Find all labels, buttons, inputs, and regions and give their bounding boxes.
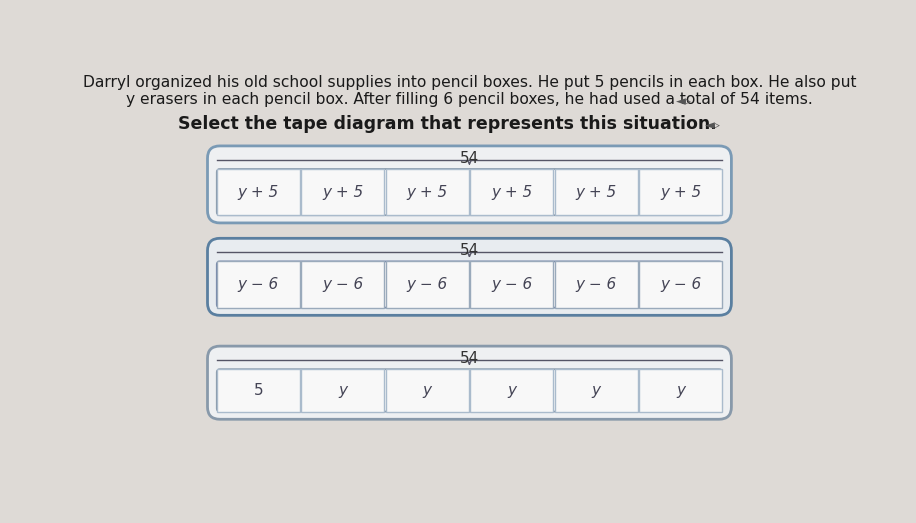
- Text: y erasers in each pencil box. After filling 6 pencil boxes, he had used a total : y erasers in each pencil box. After fill…: [126, 92, 812, 107]
- Text: 54: 54: [460, 351, 479, 366]
- FancyBboxPatch shape: [217, 369, 722, 412]
- Text: y + 5: y + 5: [660, 185, 702, 200]
- Text: y + 5: y + 5: [322, 185, 364, 200]
- FancyBboxPatch shape: [217, 169, 722, 215]
- Bar: [555, 262, 638, 308]
- Text: Darryl organized his old school supplies into pencil boxes. He put 5 pencils in : Darryl organized his old school supplies…: [82, 75, 856, 90]
- Text: 5: 5: [254, 383, 263, 398]
- Bar: [301, 169, 384, 215]
- Text: y + 5: y + 5: [575, 185, 616, 200]
- Bar: [386, 369, 469, 412]
- Text: y − 6: y − 6: [660, 277, 702, 292]
- FancyBboxPatch shape: [208, 346, 731, 419]
- FancyBboxPatch shape: [208, 238, 731, 315]
- Bar: [386, 262, 469, 308]
- Bar: [470, 262, 553, 308]
- Text: y: y: [338, 383, 347, 398]
- Text: y: y: [422, 383, 431, 398]
- Bar: [470, 369, 553, 412]
- Text: y + 5: y + 5: [491, 185, 532, 200]
- Text: y − 6: y − 6: [237, 277, 278, 292]
- Text: ◄▹: ◄▹: [705, 119, 721, 132]
- Text: y − 6: y − 6: [407, 277, 448, 292]
- Bar: [555, 169, 638, 215]
- Bar: [639, 369, 722, 412]
- Text: 54: 54: [460, 151, 479, 166]
- Text: y: y: [592, 383, 601, 398]
- Bar: [386, 169, 469, 215]
- Text: y + 5: y + 5: [407, 185, 448, 200]
- Text: y − 6: y − 6: [575, 277, 616, 292]
- Text: Select the tape diagram that represents this situation.: Select the tape diagram that represents …: [179, 115, 717, 133]
- Text: y: y: [676, 383, 685, 398]
- Text: y + 5: y + 5: [237, 185, 278, 200]
- Bar: [470, 169, 553, 215]
- Text: y − 6: y − 6: [322, 277, 364, 292]
- FancyBboxPatch shape: [217, 262, 722, 308]
- Bar: [217, 369, 300, 412]
- Text: y: y: [507, 383, 517, 398]
- Bar: [301, 369, 384, 412]
- Text: 54: 54: [460, 243, 479, 258]
- Bar: [555, 369, 638, 412]
- Bar: [301, 262, 384, 308]
- Text: ◄▹: ◄▹: [676, 95, 692, 108]
- Text: y − 6: y − 6: [491, 277, 532, 292]
- Bar: [217, 169, 300, 215]
- FancyBboxPatch shape: [208, 146, 731, 223]
- Bar: [639, 169, 722, 215]
- Bar: [217, 262, 300, 308]
- Bar: [639, 262, 722, 308]
